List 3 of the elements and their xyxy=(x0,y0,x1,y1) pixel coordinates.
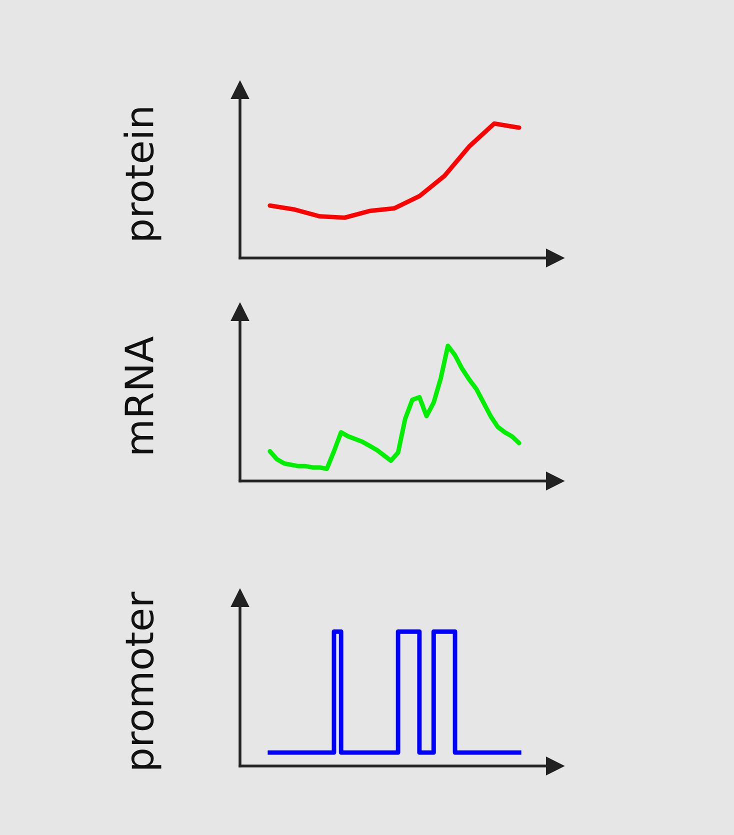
y-axis-title: protein xyxy=(124,108,162,240)
y-axis-title: mRNA xyxy=(124,336,154,454)
y-axis-title: promoter xyxy=(126,592,162,769)
